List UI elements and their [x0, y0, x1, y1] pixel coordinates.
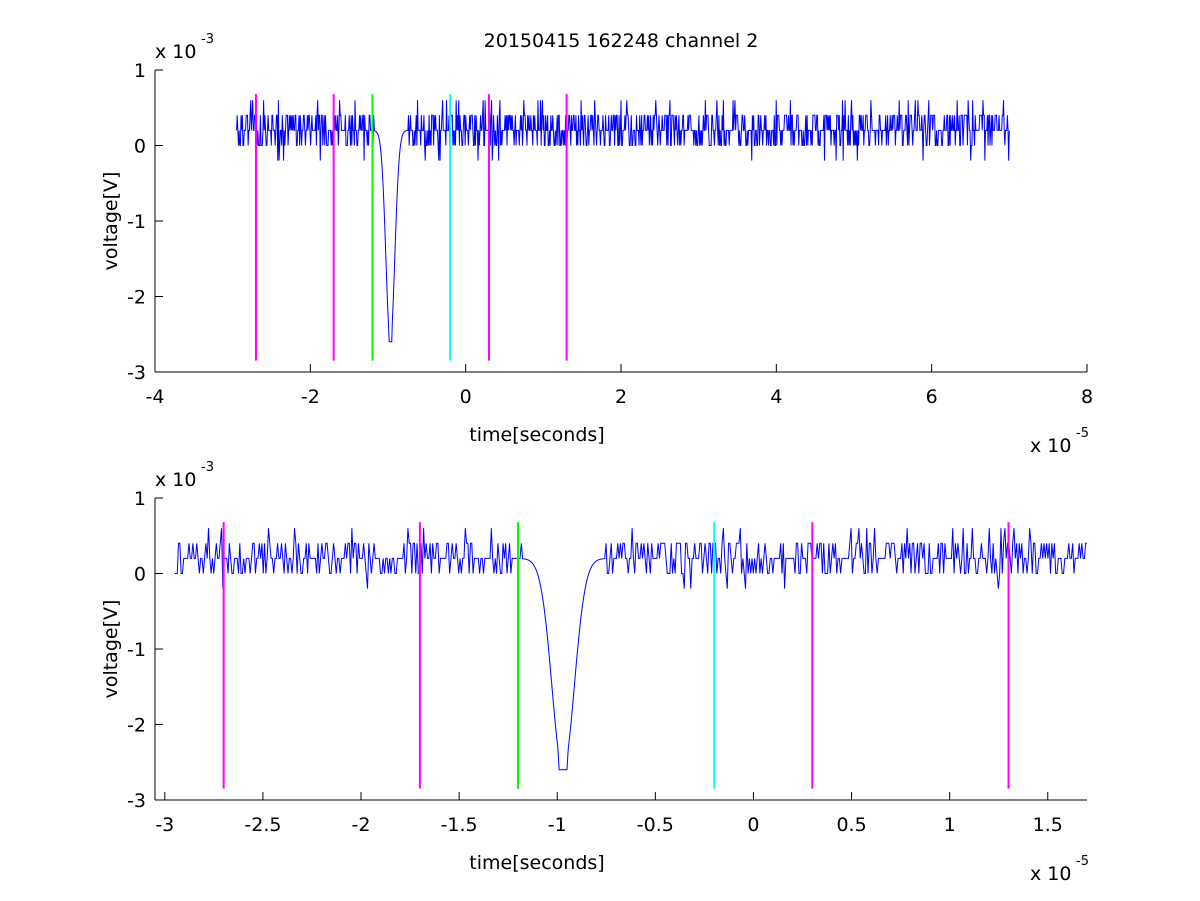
x-tick-label: -4	[146, 386, 165, 408]
x-tick-label: 1	[944, 814, 956, 836]
x-tick-label: -1	[548, 814, 567, 836]
plot-panels: -4 -2 0 2 4 6 8 -3 -2 -1 0 1 time[seconds] voltage[V]…	[100, 30, 1093, 885]
x-tick-label: 8	[1081, 386, 1093, 408]
x-exponent-label: x 10	[1030, 863, 1071, 885]
x-exponent-power: -5	[1076, 426, 1089, 441]
y-tick-label: -2	[127, 715, 146, 737]
x-tick-label: 1.5	[1033, 814, 1063, 836]
y-tick-label: 0	[134, 136, 146, 158]
x-tick-label: 0.5	[836, 814, 866, 836]
y-tick-label: -2	[127, 287, 146, 309]
chart-title: 20150415 162248 channel 2	[484, 30, 759, 52]
x-tick-label: 6	[926, 386, 938, 408]
x-exponent-power: -5	[1076, 854, 1089, 869]
y-axis-label: voltage[V]	[100, 172, 122, 271]
voltage-trace	[236, 100, 1010, 343]
x-tick-label: -2	[352, 814, 371, 836]
x-tick-label: 0	[747, 814, 759, 836]
x-axis-label: time[seconds]	[469, 852, 604, 874]
y-tick-label: 1	[134, 60, 146, 82]
x-tick-label: -1.5	[441, 814, 478, 836]
y-exponent-power: -3	[201, 460, 214, 475]
y-exponent-label: x 10	[155, 469, 196, 491]
y-exponent-power: -3	[201, 32, 214, 47]
y-tick-label: -1	[127, 639, 146, 661]
y-exponent-label: x 10	[155, 41, 196, 63]
y-tick-label: -1	[127, 211, 146, 233]
y-tick-label: -3	[127, 790, 146, 812]
x-tick-label: 0	[460, 386, 472, 408]
x-exponent-label: x 10	[1030, 435, 1071, 457]
x-axis-label: time[seconds]	[469, 424, 604, 446]
x-tick-label: 2	[615, 386, 627, 408]
chart-panel-1: -4 -2 0 2 4 6 8 -3 -2 -1 0 1 time[seconds] voltage[V]…	[100, 30, 1093, 457]
x-tick-label: -2.5	[244, 814, 281, 836]
y-tick-label: -3	[127, 362, 146, 384]
x-tick-label: -2	[301, 386, 320, 408]
y-axis-label: voltage[V]	[100, 600, 122, 699]
y-tick-label: 1	[134, 488, 146, 510]
chart-panel-2: -3 -2.5 -2 -1.5 -1 -0.5 0 0.5 1 1.5 -3 -2 -1 0 1 time[s…	[100, 460, 1089, 885]
x-tick-label: -0.5	[637, 814, 674, 836]
voltage-trace	[174, 528, 1087, 771]
x-tick-label: 4	[770, 386, 782, 408]
y-tick-label: 0	[134, 564, 146, 586]
x-tick-label: -3	[155, 814, 174, 836]
